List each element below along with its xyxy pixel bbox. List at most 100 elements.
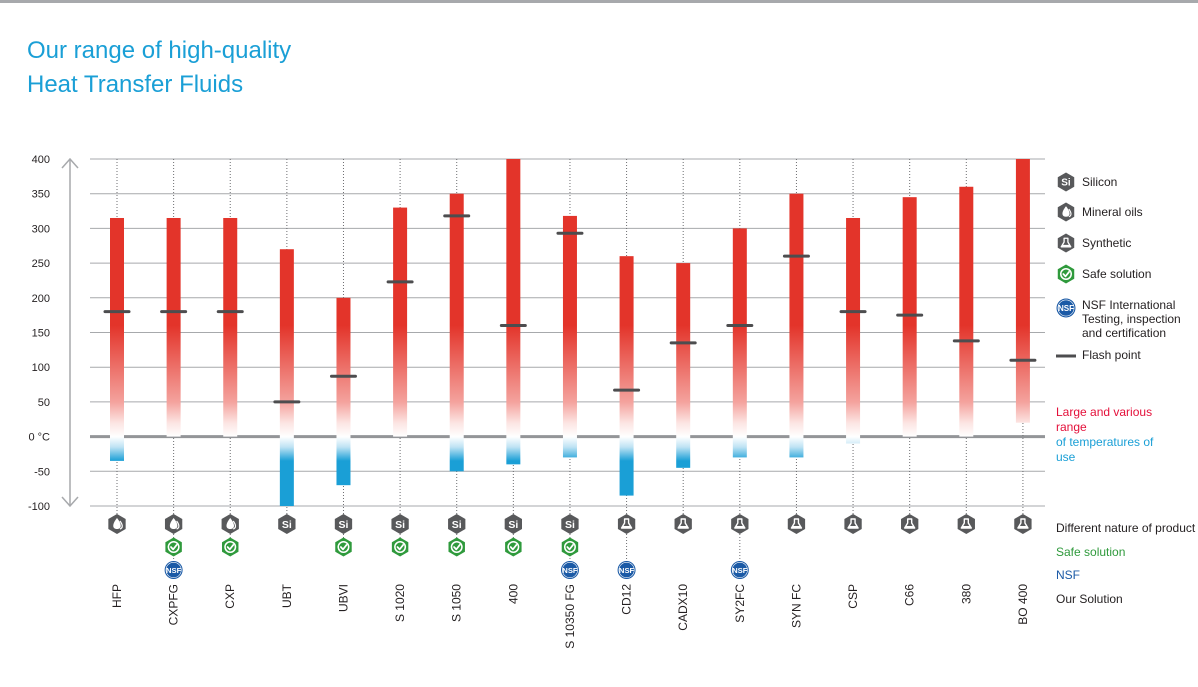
y-tick-label: 400 (32, 154, 50, 166)
temperature-bar (110, 217, 124, 461)
title-line-1: Our range of high-quality (27, 37, 292, 64)
nsf-icon: NSF (1056, 298, 1076, 318)
range-note-blue: of temperatures of use (1056, 435, 1154, 464)
y-tick-label: 250 (32, 258, 50, 270)
legend-nsf-label: NSF International Testing, inspection an… (1082, 298, 1181, 340)
safe-solution-icon (1057, 264, 1075, 284)
category-label: S 10350 FG (563, 584, 577, 649)
safe-solution-icon (335, 537, 352, 557)
temperature-bar (902, 197, 917, 437)
row-label-safe: Safe solution (1056, 545, 1126, 559)
synthetic-icon (617, 514, 636, 534)
silicon-icon: Si (334, 514, 353, 534)
nsf-icon: NSF (1056, 298, 1076, 318)
legend-safe-label: Safe solution (1082, 267, 1152, 281)
safe-solution-icon (448, 537, 465, 557)
category-label: 380 (959, 584, 973, 604)
synthetic-icon (844, 514, 862, 534)
category-label: SYN FC (789, 584, 803, 628)
category-label: HFP (110, 584, 124, 608)
row-label-nature: Different nature of product (1056, 521, 1196, 535)
y-tick-label: 200 (32, 293, 50, 305)
temperature-bar (619, 256, 634, 496)
nsf-icon: NSF (560, 561, 579, 579)
y-tick-label: -100 (28, 501, 50, 513)
safe-solution-icon (391, 537, 409, 557)
svg-text:Si: Si (565, 519, 575, 531)
category-label: C66 (903, 584, 917, 606)
nsf-icon: NSF (617, 561, 636, 579)
y-tick-label: 350 (32, 189, 50, 201)
safe-solution-icon (222, 537, 239, 557)
synthetic-icon (731, 514, 749, 534)
category-label: UBT (280, 583, 294, 608)
row-label-solution: Our Solution (1056, 592, 1123, 606)
legend-flash-label: Flash point (1082, 348, 1141, 362)
svg-text:Si: Si (339, 519, 349, 531)
synthetic-icon (1014, 514, 1032, 534)
y-tick-label: 300 (32, 223, 50, 235)
svg-text:Si: Si (395, 519, 405, 531)
nsf-icon: NSF (164, 561, 183, 579)
y-tick-label: 0 °C (28, 432, 50, 444)
legend-mineral-label: Mineral oils (1082, 205, 1143, 219)
temperature-bar (223, 217, 238, 437)
category-label: UBVI (336, 584, 350, 612)
legend-flash-point: Flash point (1056, 348, 1141, 368)
category-label: CXPFG (167, 584, 181, 625)
y-axis-arrow-down (61, 496, 79, 508)
synthetic-icon (957, 514, 975, 534)
svg-text:NSF: NSF (732, 566, 748, 575)
svg-text:NSF: NSF (1058, 304, 1074, 313)
temperature-bar (789, 193, 804, 458)
page-title: Our range of high-quality Heat Transfer … (27, 34, 291, 102)
category-label: CD12 (620, 584, 634, 615)
temperature-bar (279, 249, 294, 506)
svg-text:Si: Si (452, 519, 462, 531)
safe-solution-icon (1057, 264, 1075, 284)
safe-solution-icon (165, 537, 182, 557)
legend-silicon: Si Silicon (1056, 172, 1117, 192)
range-note: Large and various range of temperatures … (1056, 405, 1166, 465)
silicon-icon: Si (1057, 172, 1075, 192)
temperature-bar (449, 193, 464, 472)
mineral-oil-icon (1057, 202, 1075, 222)
legend-mineral-oils: Mineral oils (1056, 202, 1143, 222)
category-label: CADX10 (676, 584, 690, 631)
category-label: SY2FC (733, 584, 747, 623)
temperature-bar (166, 217, 181, 437)
silicon-icon: Si (504, 514, 522, 534)
legend-synthetic-label: Synthetic (1082, 236, 1132, 250)
synthetic-icon (787, 514, 806, 534)
svg-text:Si: Si (508, 519, 518, 531)
title-line-2: Heat Transfer Fluids (27, 71, 244, 98)
mineral-oil-icon (108, 514, 126, 534)
silicon-icon: Si (278, 514, 296, 534)
temperature-bar (562, 215, 577, 458)
row-label-nsf: NSF (1056, 568, 1080, 582)
legend-silicon-label: Silicon (1082, 175, 1118, 189)
category-label: S 1020 (393, 584, 407, 622)
nsf-icon: NSF (730, 561, 749, 579)
temperature-bar (393, 207, 408, 437)
safe-solution-icon (561, 537, 579, 557)
synthetic-icon (674, 514, 692, 534)
svg-text:NSF: NSF (166, 566, 182, 575)
temperature-bar (732, 228, 747, 458)
silicon-icon: Si (448, 514, 466, 534)
safe-solution-icon (505, 537, 522, 557)
category-label: BO 400 (1016, 584, 1030, 625)
category-label: 400 (506, 584, 520, 604)
svg-text:NSF: NSF (562, 566, 578, 575)
y-tick-label: 100 (32, 362, 50, 374)
synthetic-icon (1057, 233, 1075, 253)
temperature-bar (959, 186, 974, 437)
temperature-bar (1015, 159, 1030, 423)
temperature-bar (846, 217, 861, 444)
svg-text:NSF: NSF (619, 566, 635, 575)
y-tick-label: 50 (38, 397, 50, 409)
temperature-bar (506, 159, 521, 465)
flash-point-icon (1056, 354, 1076, 358)
silicon-icon: Si (561, 514, 579, 534)
